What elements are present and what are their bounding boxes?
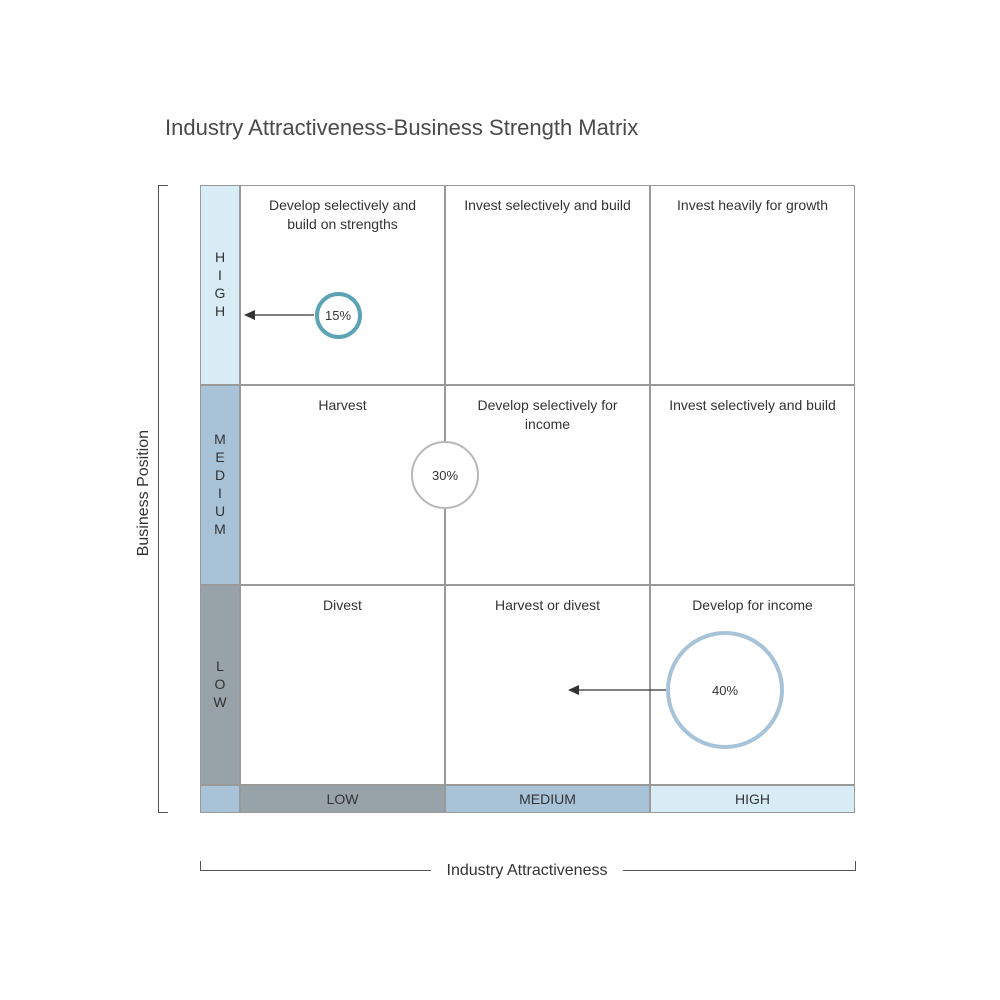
arrows-layer	[0, 0, 1000, 1000]
